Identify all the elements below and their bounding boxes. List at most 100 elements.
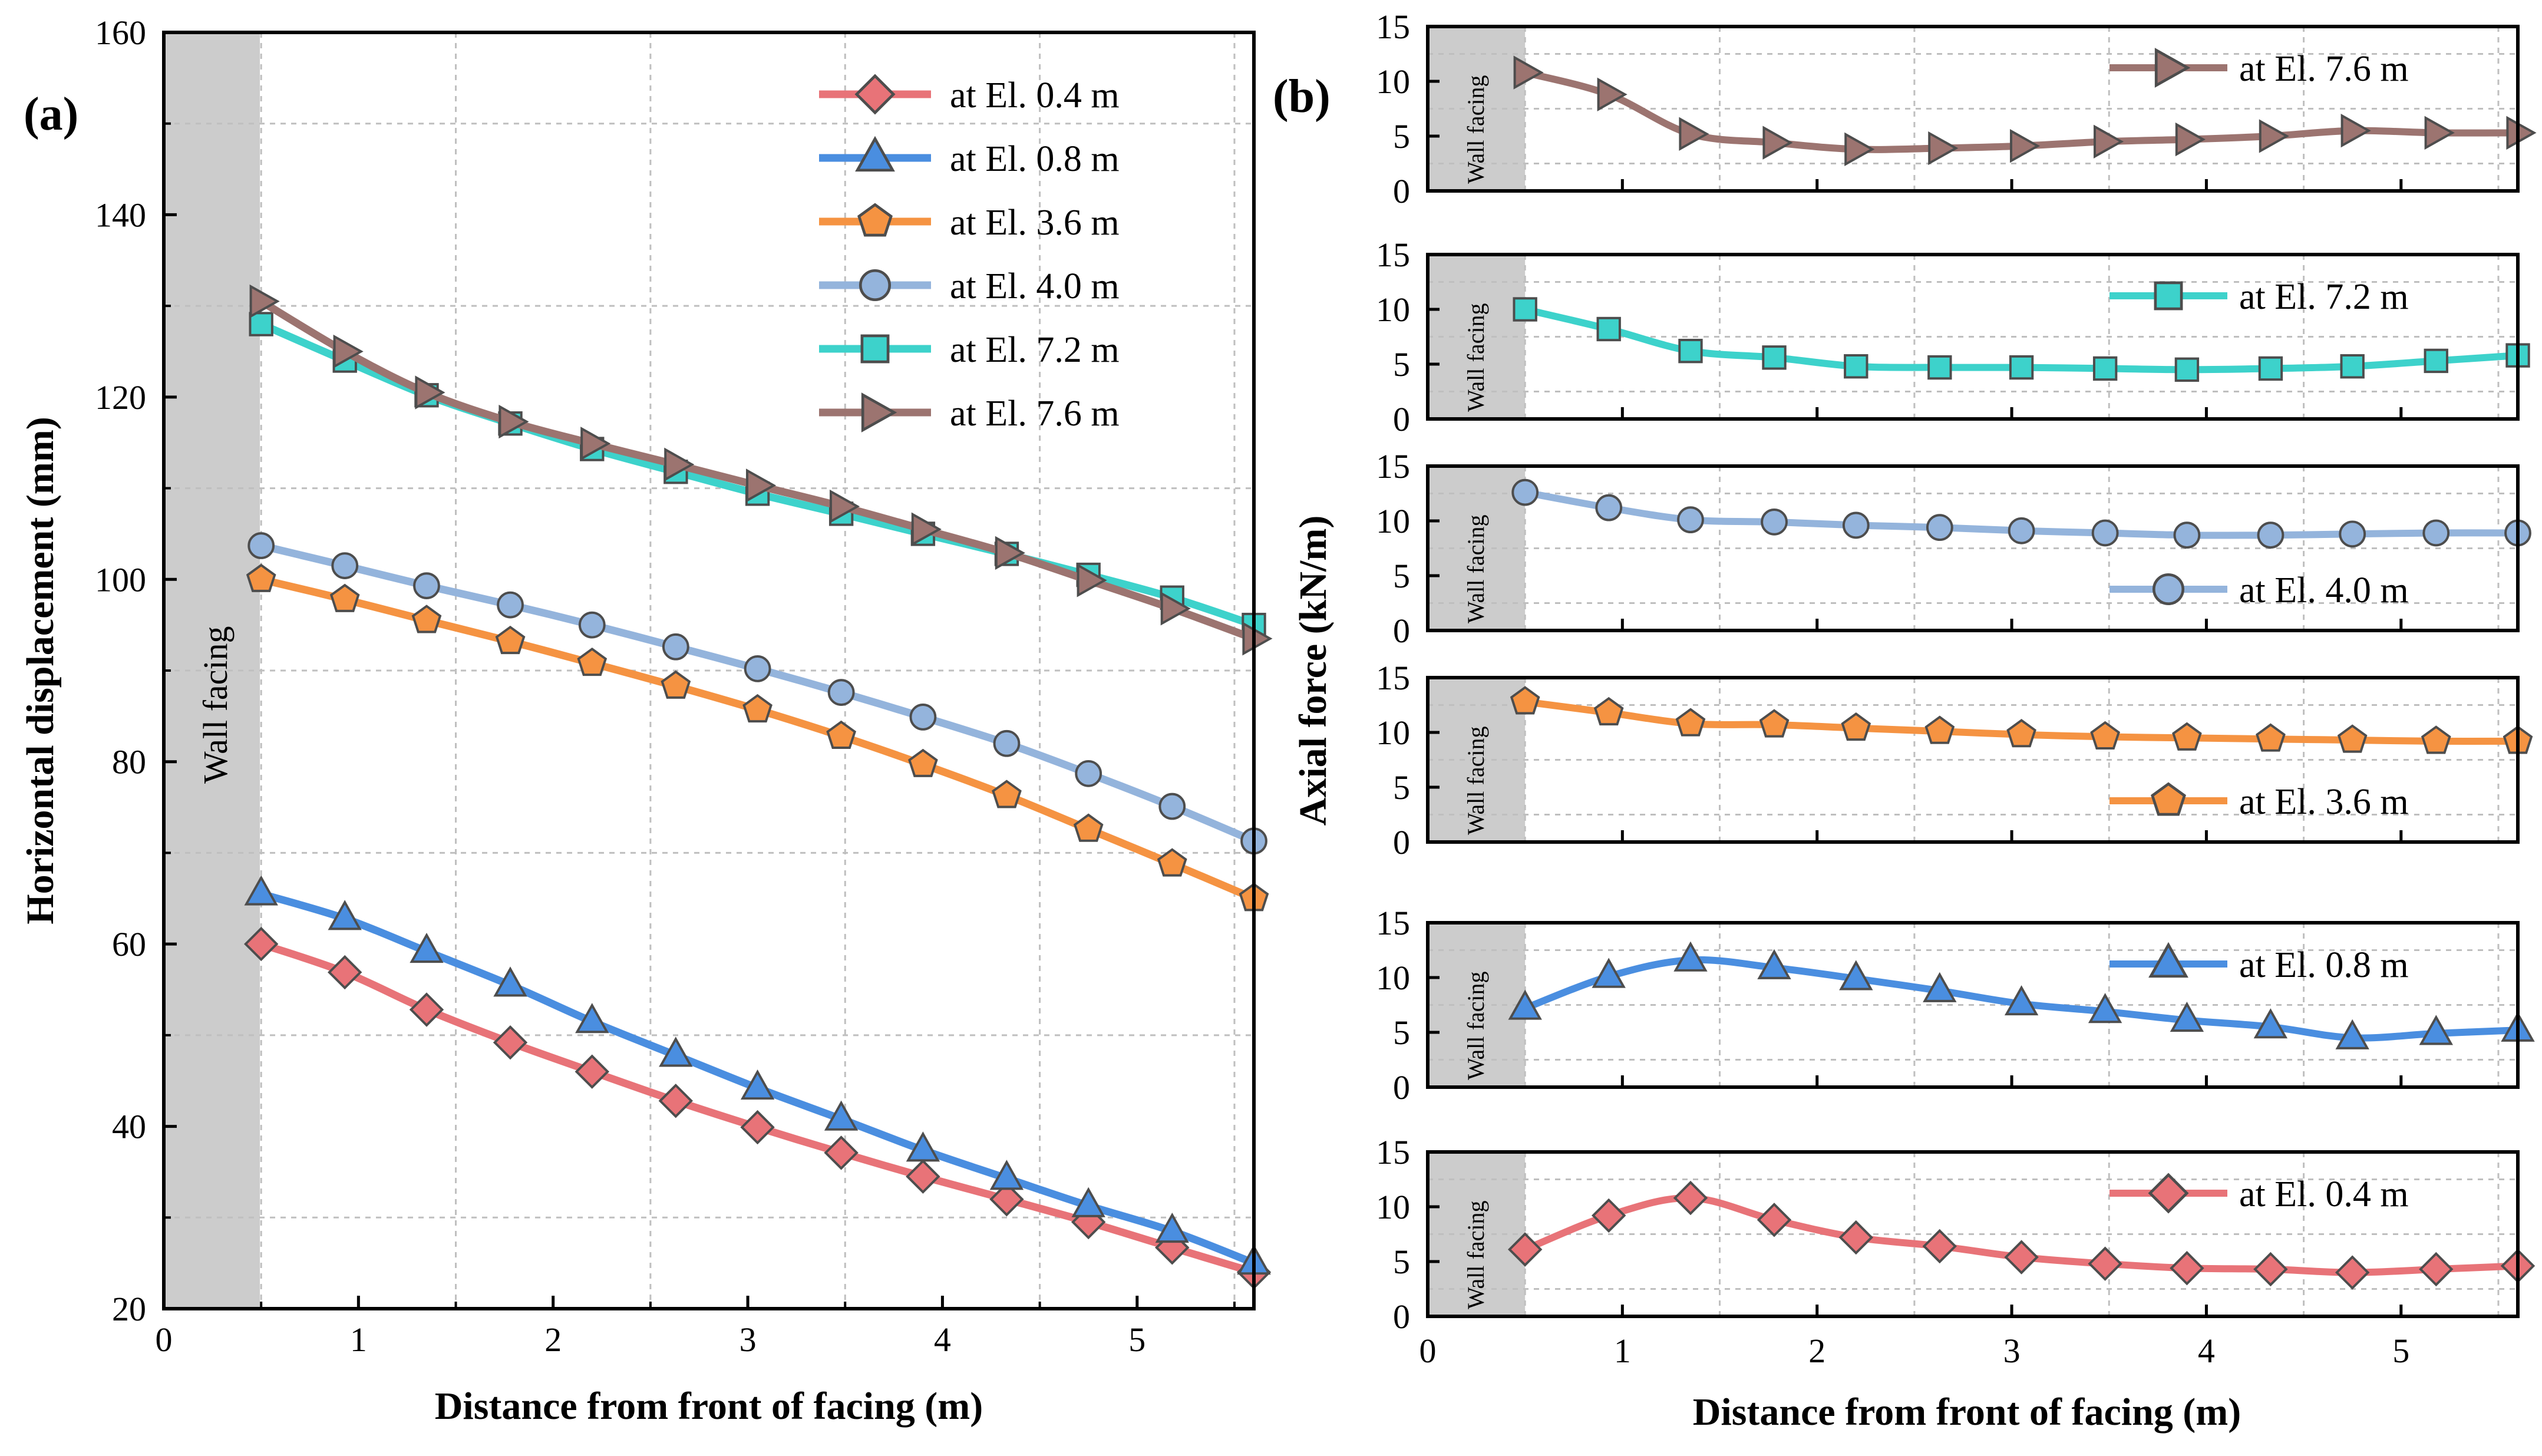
- data-point-at-el-4-0-m: [2339, 520, 2366, 548]
- panel-a-ytick-label: 60: [112, 925, 146, 963]
- data-point-at-el-4-0-m: [1677, 506, 1704, 534]
- ytick-label: 10: [1376, 714, 1410, 752]
- data-point-at-el-7-2-m: [2174, 357, 2200, 382]
- data-point-at-el-0-8-m: [1839, 960, 1873, 991]
- data-point-at-el-0-8-m: [244, 875, 278, 906]
- data-point-at-el-3-6-m: [1841, 712, 1871, 741]
- panel-a-ytick-label: 160: [95, 14, 146, 52]
- panel-a-ytick-label: 140: [95, 196, 146, 234]
- legend-entry-at-el-0-4-m: at El. 0.4 m: [2109, 1173, 2409, 1214]
- ytick-label: 15: [1376, 236, 1410, 274]
- data-point-at-el-4-0-m: [331, 552, 359, 579]
- data-point-at-el-0-4-m: [1591, 1198, 1626, 1233]
- data-point-at-el-4-0-m: [1926, 514, 1953, 542]
- panel-b-ylabel: Axial force (kN/m): [1292, 516, 1335, 826]
- legend-marker: [2154, 281, 2183, 311]
- ytick-label: 15: [1376, 1133, 1410, 1171]
- data-point-at-el-0-8-m: [1673, 941, 1708, 972]
- ytick-label: 5: [1393, 1243, 1410, 1281]
- ytick-label: 10: [1376, 502, 1410, 540]
- data-point-at-el-7-6-m: [2424, 115, 2455, 150]
- data-point-at-el-0-8-m: [659, 1036, 693, 1067]
- data-point-at-el-0-8-m: [906, 1131, 940, 1162]
- panel-b-xtick-label: 1: [1614, 1332, 1631, 1370]
- series-line-at-el-3-6-m: [260, 575, 1256, 902]
- data-point-at-el-0-4-m: [327, 955, 362, 990]
- data-point-at-el-0-8-m: [493, 966, 527, 997]
- data-point-at-el-7-2-m: [1927, 355, 1952, 380]
- legend-label: at El. 4.0 m: [950, 266, 1120, 306]
- data-point-at-el-3-6-m: [1924, 715, 1955, 744]
- legend-label: at El. 0.4 m: [950, 75, 1120, 115]
- data-point-at-el-0-8-m: [1923, 972, 1957, 1002]
- data-point-at-el-3-6-m: [1510, 686, 1540, 715]
- facing-band: [1428, 466, 1526, 630]
- ytick-label: 0: [1393, 172, 1410, 210]
- data-point-at-el-0-8-m: [2170, 1001, 2204, 1032]
- data-point-at-el-7-6-m: [1160, 592, 1191, 626]
- ytick-label: 15: [1376, 659, 1410, 697]
- subplot-grid: [1428, 923, 2518, 1087]
- data-point-at-el-4-0-m: [1158, 793, 1186, 820]
- panel-a-label: (a): [24, 88, 78, 140]
- facing-band: [1428, 255, 1526, 419]
- data-point-at-el-4-0-m: [909, 704, 937, 731]
- data-point-at-el-4-0-m: [578, 611, 606, 639]
- data-point-at-el-7-2-m: [2009, 355, 2034, 380]
- subplot-at-el-4-0-m: Wall facing 0 5 10 15 at El. 4.0 m: [1376, 447, 2531, 650]
- facing-label: Wall facing: [1463, 303, 1489, 412]
- data-point-at-el-0-8-m: [2335, 1019, 2369, 1049]
- legend-marker: [859, 269, 892, 302]
- data-point-at-el-7-6-m: [249, 284, 280, 319]
- data-point-at-el-0-8-m: [2419, 1015, 2453, 1045]
- data-point-at-el-7-2-m: [2092, 356, 2118, 381]
- data-point-at-el-0-8-m: [740, 1069, 775, 1100]
- data-point-at-el-7-6-m: [1928, 131, 1959, 166]
- data-point-at-el-7-2-m: [1678, 338, 1703, 364]
- subplot-frame: [1426, 1150, 2520, 1318]
- data-point-at-el-0-4-m: [575, 1054, 610, 1089]
- panel-a-ticks: 0 1 2 3 4 5 20 40 60 80 100 120 140 160: [95, 14, 1236, 1359]
- subplot-frame: [1426, 253, 2520, 421]
- data-point-at-el-0-4-m: [1507, 1232, 1543, 1267]
- data-point-at-el-7-6-m: [2094, 124, 2124, 159]
- data-point-at-el-3-6-m: [2172, 722, 2202, 751]
- data-point-at-el-3-6-m: [246, 563, 276, 592]
- panel-a-ytick-label: 100: [95, 560, 146, 599]
- panel-a-xtick-label: 4: [934, 1320, 951, 1359]
- data-point-at-el-7-6-m: [1597, 77, 1627, 111]
- ytick-label: 5: [1393, 117, 1410, 156]
- panel-a-facing-label: Wall facing: [196, 626, 235, 784]
- panel-a-grid: [164, 32, 1254, 1309]
- panel-b-xtick-label: 2: [1808, 1332, 1825, 1370]
- data-point-at-el-4-0-m: [2008, 517, 2035, 544]
- data-point-at-el-4-0-m: [993, 729, 1021, 757]
- subplot-frame: [1426, 464, 2520, 632]
- data-point-at-el-4-0-m: [827, 679, 855, 706]
- data-point-at-el-0-8-m: [824, 1100, 859, 1131]
- data-point-at-el-0-8-m: [1508, 989, 1542, 1020]
- data-point-at-el-3-6-m: [2090, 721, 2121, 750]
- legend-entry-at-el-4-0-m: at El. 4.0 m: [819, 266, 1120, 306]
- data-point-at-el-7-6-m: [1242, 622, 1273, 656]
- data-point-at-el-3-6-m: [742, 694, 772, 723]
- legend-label: at El. 4.0 m: [2239, 570, 2409, 610]
- data-point-at-el-0-4-m: [989, 1182, 1024, 1217]
- data-point-at-el-0-4-m: [2004, 1240, 2039, 1275]
- data-point-at-el-0-4-m: [2170, 1250, 2204, 1286]
- subplot-at-el-3-6-m: Wall facing 0 5 10 15 at El. 3.6 m: [1376, 659, 2533, 861]
- data-point-at-el-0-4-m: [493, 1025, 528, 1060]
- data-point-at-el-7-2-m: [249, 312, 273, 336]
- ytick-label: 10: [1376, 959, 1410, 997]
- subplot-at-el-7-2-m: Wall facing 0 5 10 15 at El. 7.2 m: [1376, 236, 2530, 438]
- data-point-at-el-3-6-m: [329, 583, 360, 612]
- data-point-at-el-7-6-m: [2175, 122, 2206, 157]
- panel-a-xlabel: Distance from front of facing (m): [435, 1385, 983, 1428]
- data-point-at-el-4-0-m: [247, 532, 275, 559]
- data-point-at-el-7-6-m: [746, 468, 777, 503]
- panel-b-xtick-label: 5: [2392, 1332, 2409, 1370]
- series-line-at-el-4-0-m: [260, 542, 1256, 845]
- ytick-label: 0: [1393, 1297, 1410, 1336]
- facing-label: Wall facing: [1463, 515, 1489, 623]
